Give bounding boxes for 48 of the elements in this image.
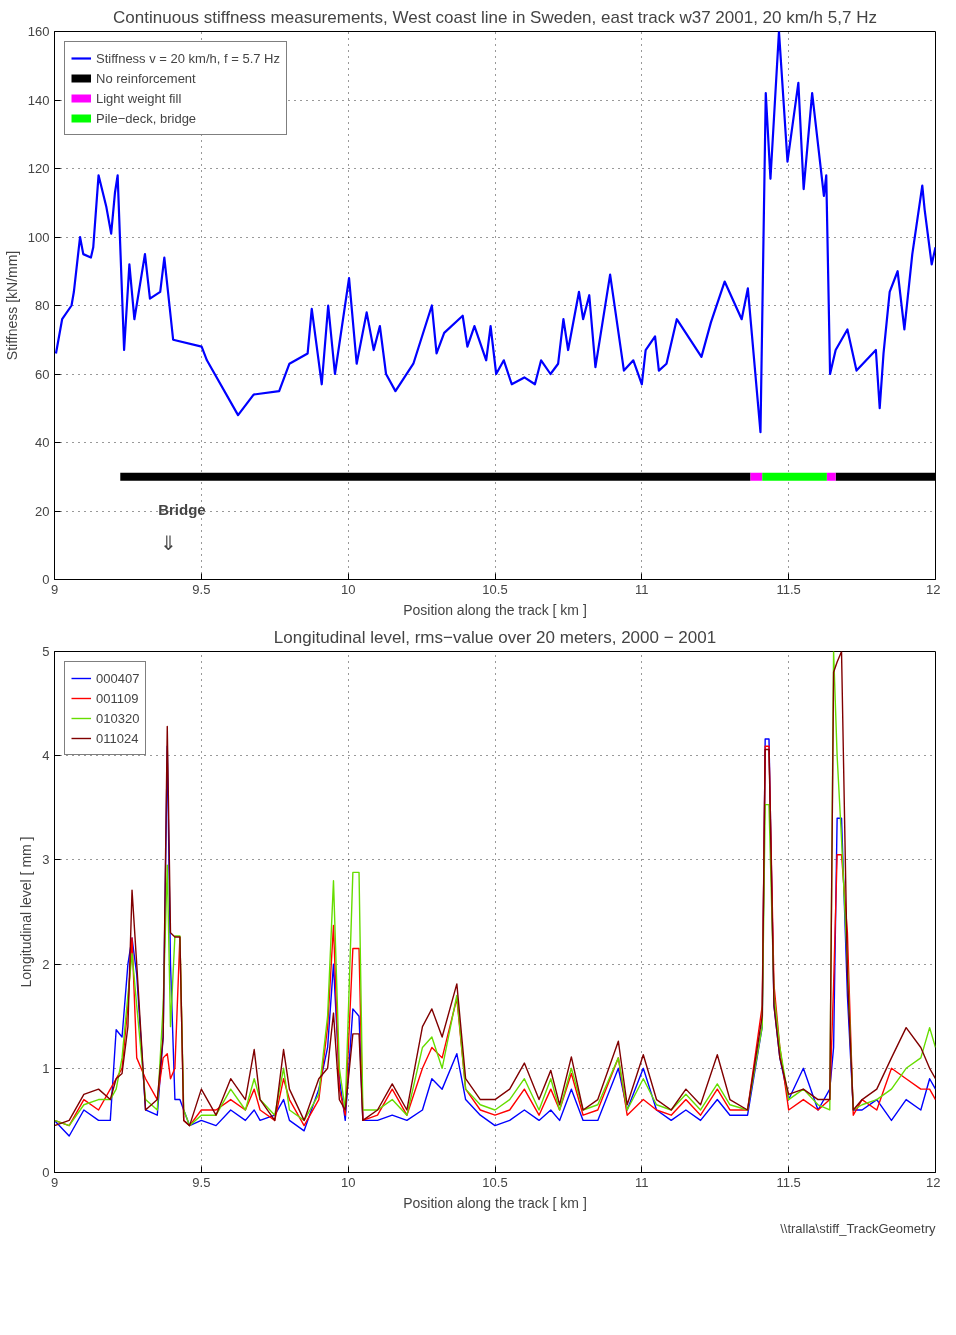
line-series: [54, 31, 936, 434]
y-tick-label: 80: [35, 298, 50, 313]
legend-label: 000407: [96, 670, 140, 686]
x-tick-label: 9.5: [192, 581, 211, 597]
x-tick-label: 11.5: [776, 1174, 801, 1190]
x-tick-label: 12: [926, 581, 941, 597]
legend-label: 011024: [96, 730, 139, 746]
x-tick-label: 10: [340, 1174, 356, 1190]
y-tick-label: 0: [42, 1165, 50, 1180]
y-axis-title: Stiffness [kN/mm]: [3, 250, 20, 361]
x-axis-title: Position along the track [ km ]: [403, 1194, 587, 1211]
line-series: [54, 651, 936, 1127]
y-tick-label: 5: [42, 644, 50, 659]
chart-title: Longitudinal level, rms−value over 20 meters, 2000 − 2001: [273, 627, 717, 647]
x-tick-label: 9.5: [192, 1174, 211, 1190]
y-tick-label: 160: [27, 24, 50, 39]
chart-title: Continuous stiffness measurements, West coast line in Sweden, east track w37 2001, 20 km/h 5,7 Hz: [113, 7, 877, 27]
x-tick-label: 10.5: [482, 581, 508, 597]
y-tick-label: 1: [42, 1060, 50, 1076]
legend-label: Stiffness v = 20 km/h, f = 5.7 Hz: [96, 50, 281, 66]
legend-label: 010320: [96, 710, 140, 726]
x-axis-title: Position along the track [ km ]: [403, 601, 587, 618]
legend-label: 001109: [96, 690, 139, 706]
legend-label: No reinforcement: [96, 70, 196, 86]
x-tick-label: 9: [50, 1174, 59, 1190]
x-tick-label: 9: [50, 581, 59, 597]
x-tick-label: 11: [635, 581, 649, 597]
y-tick-label: 4: [42, 748, 50, 764]
x-tick-label: 10: [340, 581, 356, 597]
x-tick-label: 10.5: [482, 1174, 508, 1190]
y-tick-label: 0: [42, 572, 50, 587]
legend-label: Light weight fill: [96, 90, 182, 106]
y-tick-label: 3: [42, 852, 50, 868]
y-tick-label: 100: [27, 229, 50, 245]
y-axis-title: Longitudinal level [ mm ]: [18, 836, 35, 988]
y-tick-label: 20: [35, 503, 50, 519]
y-tick-label: 60: [35, 366, 50, 382]
annotation: ⇓: [160, 531, 178, 554]
y-tick-label: 40: [35, 435, 50, 450]
x-tick-label: 11: [635, 1174, 649, 1190]
legend-label: Pile−deck, bridge: [96, 110, 197, 126]
annotation: Bridge: [158, 501, 206, 519]
x-tick-label: 12: [926, 1174, 941, 1190]
y-tick-label: 120: [27, 161, 50, 176]
y-tick-label: 2: [42, 956, 50, 972]
text: \\tralla\stiff_TrackGeometry: [780, 1220, 936, 1236]
x-tick-label: 11.5: [776, 581, 801, 597]
y-tick-label: 140: [27, 92, 50, 108]
